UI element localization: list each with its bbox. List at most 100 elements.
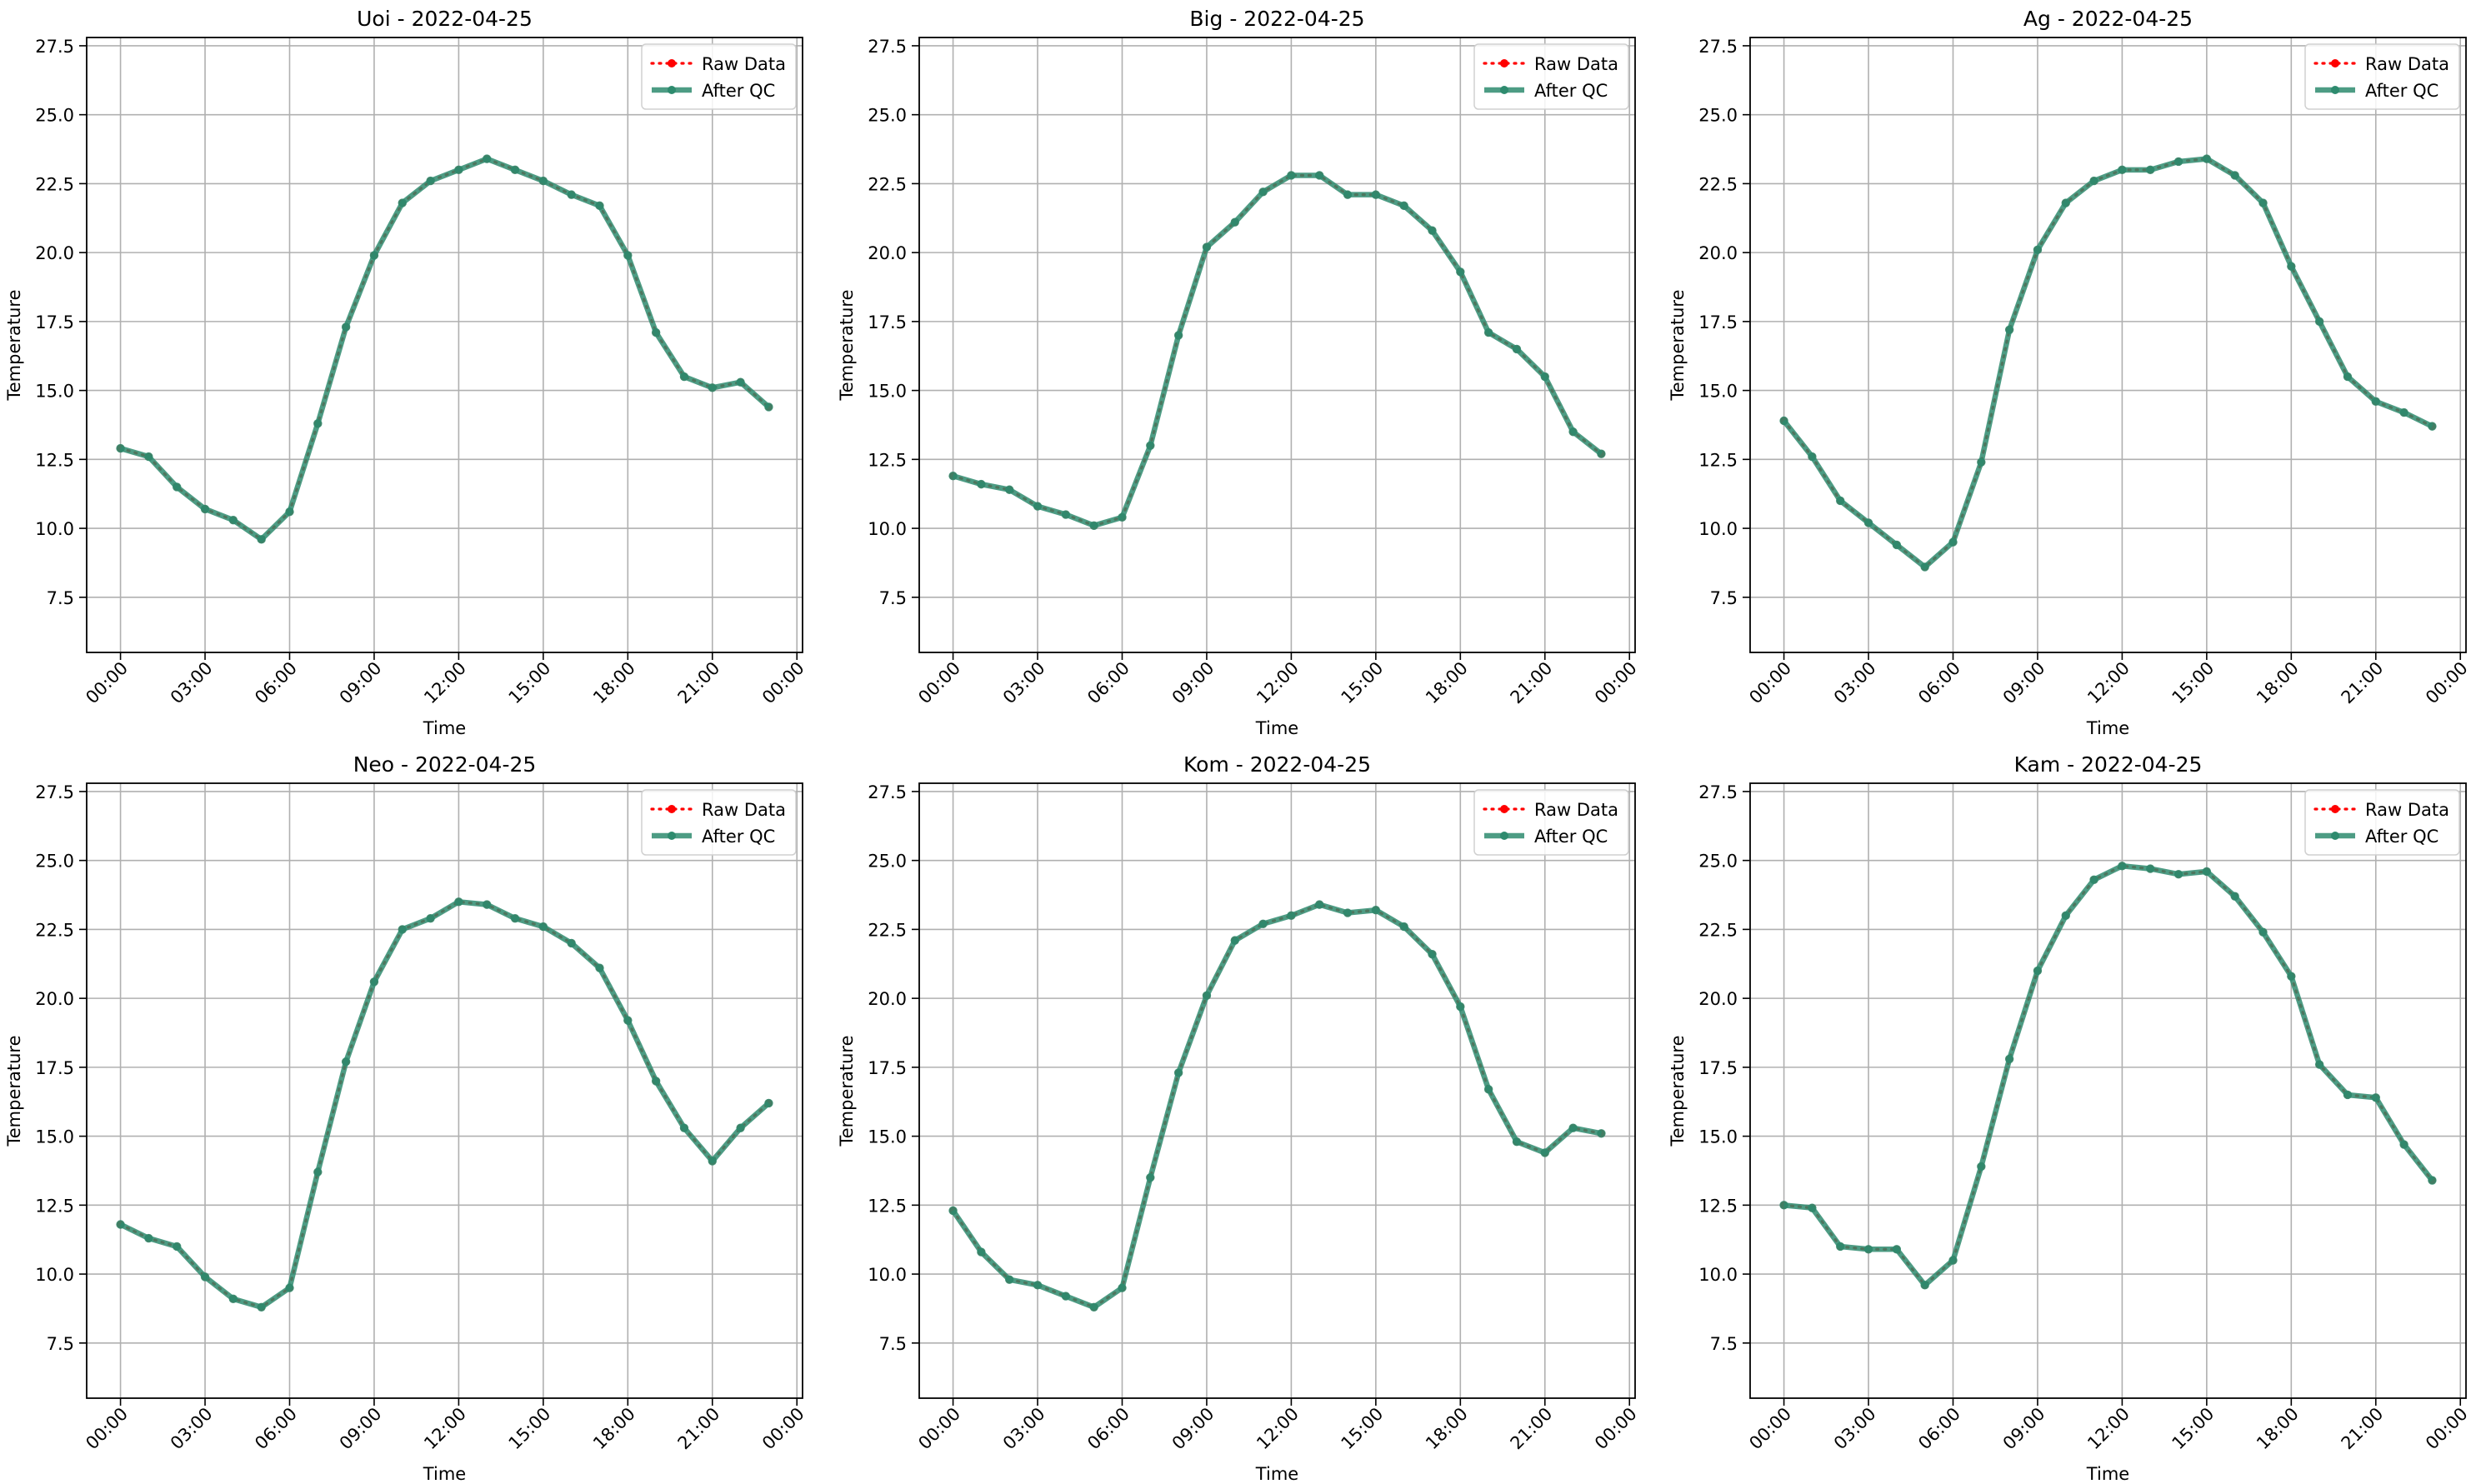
after-qc-point [2061, 911, 2070, 921]
x-tick-label: 12:00 [1253, 658, 1303, 708]
y-tick-label: 7.5 [47, 1334, 74, 1354]
after-qc-point [1146, 441, 1155, 450]
after-qc-point [2173, 870, 2183, 879]
y-tick-label: 7.5 [1710, 1334, 1738, 1354]
after-qc-point [2146, 165, 2155, 175]
after-qc-point [2399, 1140, 2408, 1149]
after-qc-point [1948, 1256, 1958, 1265]
y-tick-label: 12.5 [35, 450, 74, 470]
y-tick-label: 7.5 [879, 588, 907, 608]
y-axis-label: Temperature [1668, 1035, 1688, 1147]
after-qc-point [595, 963, 604, 972]
legend-box [641, 43, 797, 110]
after-qc-point [1315, 171, 1324, 180]
after-qc-point [1089, 1302, 1098, 1312]
after-qc-point [116, 1220, 125, 1229]
after-qc-point [1540, 1148, 1549, 1157]
y-tick-label: 17.5 [868, 1058, 907, 1078]
x-tick-label: 09:00 [1168, 1404, 1218, 1454]
after-qc-point [1033, 502, 1043, 511]
after-qc-point [2258, 198, 2268, 207]
after-qc-point [1892, 1245, 1902, 1254]
after-qc-point [2230, 892, 2239, 901]
legend-box [2304, 43, 2460, 110]
after-qc-point [483, 154, 492, 163]
y-tick-label: 15.0 [1698, 382, 1738, 402]
x-tick-label: 21:00 [1507, 1404, 1557, 1454]
y-tick-label: 10.0 [868, 519, 907, 539]
x-tick-label: 21:00 [2338, 1404, 2388, 1454]
after-qc-point [1483, 1085, 1493, 1094]
after-qc-point [1428, 226, 1437, 235]
after-qc-point [2399, 407, 2408, 417]
after-qc-point [426, 176, 435, 186]
y-axis-label: Temperature [4, 289, 24, 401]
after-qc-point [341, 1057, 351, 1067]
after-qc-point [764, 402, 773, 412]
legend: Raw Data After QC [1473, 789, 1629, 856]
plot-frame [86, 782, 803, 1399]
y-tick-label: 22.5 [868, 920, 907, 940]
after-qc-point [1343, 190, 1353, 199]
after-qc-point [1540, 372, 1549, 382]
x-tick-label: 12:00 [2083, 658, 2133, 708]
plot-frame [1749, 37, 2467, 653]
chart-panel-0: Uoi - 2022-04-25 7.5 10.0 12.5 15.0 17.5 20.0 2… [4, 7, 808, 738]
plot-frame [918, 782, 1636, 1399]
after-qc-point [538, 176, 548, 186]
after-qc-point [1483, 327, 1493, 337]
after-qc-point [257, 535, 266, 544]
chart-title: Big - 2022-04-25 [1189, 7, 1364, 31]
y-tick-label: 27.5 [868, 37, 907, 57]
legend-raw-data-label: Raw Data [2365, 54, 2449, 74]
legend-after-qc-label: After QC [702, 827, 775, 847]
after-qc-point [1920, 562, 1929, 572]
y-tick-label: 17.5 [868, 312, 907, 332]
after-qc-point [2004, 325, 2014, 334]
chart-panel-2: Ag - 2022-04-25 7.5 10.0 12.5 15.0 17.5 20.0 22… [1668, 7, 2472, 738]
after-qc-point [1118, 1283, 1127, 1292]
after-qc-point [1061, 1292, 1071, 1301]
x-tick-label: 12:00 [420, 658, 470, 708]
after-qc-point [1568, 1123, 1578, 1132]
after-qc-point [1597, 449, 1606, 458]
after-qc-point [2033, 245, 2043, 255]
after-qc-point [1977, 1162, 1986, 1172]
y-tick-label: 17.5 [35, 312, 74, 332]
y-tick-label: 15.0 [868, 382, 907, 402]
x-tick-label: 21:00 [1507, 658, 1557, 708]
after-qc-point [173, 482, 182, 492]
chart-title: Kam - 2022-04-25 [2014, 752, 2203, 777]
after-qc-point [1512, 1137, 1522, 1147]
x-tick-label: 21:00 [674, 1404, 724, 1454]
x-tick-label: 00:00 [1591, 658, 1641, 708]
after-qc-point [2033, 966, 2043, 976]
legend-raw-data-marker [1500, 59, 1508, 67]
after-qc-point [948, 471, 958, 481]
after-qc-point [1779, 416, 1788, 426]
legend-raw-data-marker [668, 805, 676, 813]
after-qc-point [398, 925, 407, 934]
plot-frame [918, 37, 1636, 653]
x-tick-label: 00:00 [2422, 1404, 2472, 1454]
y-tick-label: 10.0 [35, 519, 74, 539]
legend-raw-data-marker [2331, 805, 2339, 813]
after-qc-point [2089, 875, 2098, 885]
y-tick-label: 22.5 [868, 174, 907, 194]
x-tick-label: 09:00 [336, 1404, 386, 1454]
x-tick-label: 12:00 [2083, 1404, 2133, 1454]
legend-raw-data-label: Raw Data [1534, 800, 1618, 820]
after-qc-point [398, 198, 407, 207]
after-qc-point [2314, 317, 2324, 327]
x-tick-label: 18:00 [2253, 658, 2303, 708]
legend-after-qc-marker [668, 86, 676, 94]
y-tick-label: 20.0 [868, 243, 907, 263]
legend-raw-data-label: Raw Data [1534, 54, 1618, 74]
after-qc-point [2173, 157, 2183, 167]
after-qc-point [510, 913, 520, 923]
series-line-raw-data [951, 173, 1603, 527]
after-qc-point [1287, 171, 1296, 180]
series-line-raw-data [118, 157, 771, 542]
after-qc-point [2287, 262, 2296, 271]
after-qc-point [285, 507, 294, 517]
